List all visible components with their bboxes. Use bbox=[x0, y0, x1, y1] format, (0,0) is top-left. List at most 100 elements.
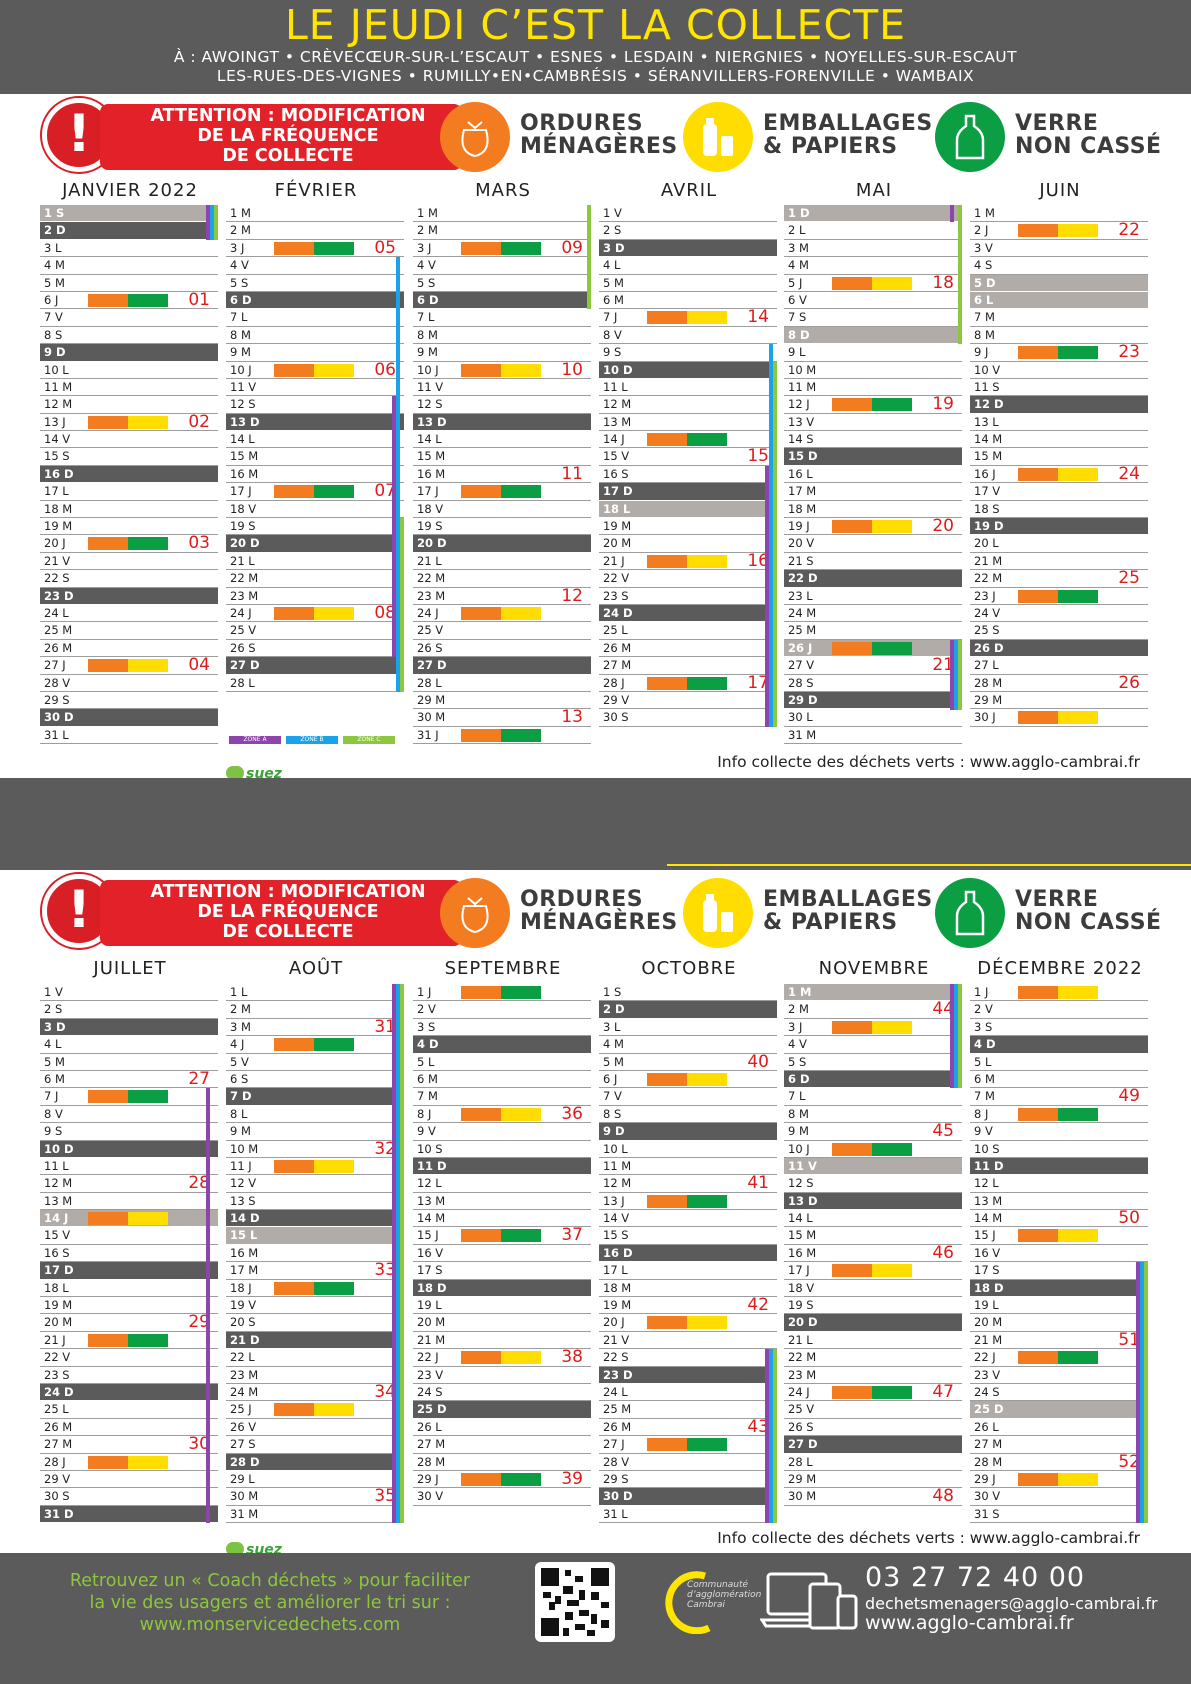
day-label: 6 M bbox=[974, 1071, 995, 1086]
week-number: 46 bbox=[932, 1242, 954, 1263]
day-row: 13 M bbox=[413, 1193, 591, 1211]
trash-bag-icon bbox=[440, 102, 510, 172]
day-row: 3 S bbox=[413, 1019, 591, 1037]
qr-code[interactable] bbox=[535, 1562, 615, 1642]
collection-g bbox=[314, 1038, 354, 1052]
day-label: 29 M bbox=[788, 1471, 817, 1486]
day-label: 24 J bbox=[230, 605, 252, 620]
day-label: 17 J bbox=[788, 1263, 810, 1278]
day-label: 9 S bbox=[44, 1124, 63, 1139]
day-row: 12 S bbox=[784, 1175, 962, 1193]
day-row: 23 D bbox=[40, 587, 218, 605]
week-number: 15 bbox=[747, 446, 769, 467]
day-label: 6 V bbox=[788, 292, 807, 307]
day-row: 5 S bbox=[784, 1054, 962, 1071]
day-label: 2 S bbox=[44, 1002, 63, 1017]
day-label: 11 M bbox=[788, 379, 817, 394]
day-row: 26 M bbox=[599, 640, 777, 658]
day-label: 3 S bbox=[974, 1019, 993, 1034]
day-label: 29 M bbox=[974, 692, 1003, 707]
day-row: 21 V bbox=[599, 1332, 777, 1350]
week-number: 10 bbox=[561, 359, 583, 380]
day-row: 16 S bbox=[599, 466, 777, 484]
day-label: 16 D bbox=[603, 1245, 633, 1260]
qr-module bbox=[555, 1596, 561, 1604]
day-label: 1 S bbox=[603, 985, 622, 999]
day-label: 30 D bbox=[603, 1489, 633, 1504]
day-label: 8 L bbox=[230, 1106, 248, 1121]
day-label: 2 M bbox=[230, 223, 251, 238]
day-row: 31 S bbox=[970, 1506, 1148, 1524]
collection-g bbox=[128, 293, 168, 307]
week-number: 43 bbox=[747, 1416, 769, 1437]
day-label: 12 S bbox=[788, 1176, 814, 1191]
collection-g bbox=[501, 241, 541, 255]
day-row: 18 V bbox=[413, 501, 591, 519]
collection-g bbox=[501, 1472, 541, 1486]
coach-url[interactable]: www.monservicedechets.com bbox=[139, 1615, 401, 1635]
website-link[interactable]: www.agglo-cambrai.fr bbox=[865, 1612, 1074, 1634]
day-label: 21 S bbox=[788, 553, 814, 568]
day-row: 5 M bbox=[40, 275, 218, 292]
day-label: 3 S bbox=[417, 1019, 436, 1034]
day-label: 25 V bbox=[417, 623, 444, 638]
collection-o bbox=[461, 986, 501, 999]
day-row: 16 M bbox=[226, 466, 404, 484]
day-label: 16 J bbox=[974, 466, 996, 481]
day-row: 11 S bbox=[970, 379, 1148, 397]
day-row: 15 L bbox=[226, 1227, 404, 1245]
collection-o bbox=[1018, 467, 1058, 481]
month-11: 1 J 2 V 3 S 4 D 5 L 6 M 7 M 49 8 J 9 V 10 S 11 D 12 … bbox=[970, 984, 1148, 1524]
day-label: 8 J bbox=[974, 1106, 989, 1121]
day-label: 10 D bbox=[603, 362, 633, 377]
week-number: 51 bbox=[1118, 1329, 1140, 1350]
day-label: 9 M bbox=[788, 1124, 809, 1139]
day-label: 25 M bbox=[603, 1402, 632, 1417]
qr-module bbox=[567, 1600, 579, 1606]
day-row: 24 L bbox=[40, 605, 218, 623]
zone-bar bbox=[206, 205, 210, 240]
attention-banner: ATTENTION : MODIFICATION DE LA FRÉQUENCE D… bbox=[42, 874, 462, 948]
day-row: 16 S bbox=[40, 1245, 218, 1263]
day-row: 11 D bbox=[970, 1157, 1148, 1176]
week-number: 24 bbox=[1118, 463, 1140, 484]
day-row: 1 J bbox=[970, 984, 1148, 1002]
day-label: 17 J bbox=[230, 484, 252, 499]
day-row: 29 S bbox=[599, 1471, 777, 1489]
category-line-2: MÉNAGÈRES bbox=[520, 910, 678, 935]
day-label: 23 M bbox=[788, 1367, 817, 1382]
collection-o bbox=[1018, 224, 1058, 238]
email-link[interactable]: dechetsmenagers@agglo-cambrai.fr bbox=[865, 1594, 1158, 1613]
day-row: 27 M bbox=[413, 1436, 591, 1454]
day-label: 9 V bbox=[974, 1124, 993, 1139]
day-row: 3 L bbox=[599, 1019, 777, 1037]
day-label: 17 D bbox=[603, 484, 633, 499]
day-label: 11 V bbox=[417, 379, 444, 394]
exclamation-mark: ! bbox=[67, 104, 91, 164]
day-label: 6 D bbox=[417, 292, 439, 307]
phone-number[interactable]: 03 27 72 40 00 bbox=[865, 1562, 1086, 1593]
day-row: 6 D bbox=[226, 291, 404, 310]
day-row: 15 J 37 bbox=[413, 1225, 591, 1245]
qr-module bbox=[541, 1618, 559, 1636]
day-label: 16 S bbox=[44, 1245, 70, 1260]
day-label: 11 D bbox=[417, 1158, 447, 1173]
day-label: 6 M bbox=[603, 292, 624, 307]
day-label: 9 J bbox=[974, 345, 989, 360]
day-label: 26 M bbox=[44, 640, 73, 655]
collection-o bbox=[274, 485, 314, 499]
day-label: 4 V bbox=[417, 258, 436, 273]
day-row: 28 J bbox=[40, 1454, 218, 1471]
category-line-2: & PAPIERS bbox=[763, 910, 898, 935]
day-label: 10 L bbox=[44, 362, 69, 377]
day-label: 5 M bbox=[44, 1054, 65, 1069]
day-label: 1 L bbox=[230, 985, 248, 999]
month-title: MAI bbox=[855, 180, 893, 201]
day-row: 9 S bbox=[40, 1123, 218, 1141]
day-row: 12 M bbox=[599, 396, 777, 414]
day-row: 31 L bbox=[599, 1506, 777, 1524]
week-number: 35 bbox=[374, 1486, 396, 1507]
day-row: 15 D bbox=[784, 448, 962, 466]
day-label: 27 J bbox=[44, 658, 66, 673]
day-label: 2 V bbox=[417, 1002, 436, 1017]
